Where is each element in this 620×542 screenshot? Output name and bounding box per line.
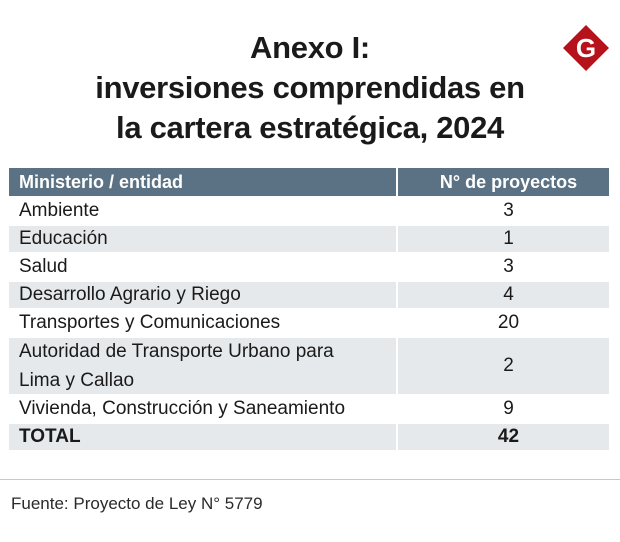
header-count: N° de proyectos xyxy=(439,171,578,192)
cell-count: 2 xyxy=(503,355,514,376)
title-line-1: Anexo I: xyxy=(250,30,370,65)
table-row: Educación 1 xyxy=(9,226,609,254)
total-count: 42 xyxy=(497,426,520,447)
cell-entity-line-1: Autoridad de Transporte Urbano para xyxy=(19,341,334,362)
g-logo-icon: G xyxy=(563,25,609,71)
cell-count: 20 xyxy=(497,312,520,333)
cell-entity: Salud xyxy=(9,254,398,280)
table-row: Transportes y Comunicaciones 20 xyxy=(9,310,609,338)
total-label: TOTAL xyxy=(9,424,398,450)
cell-entity: Autoridad de Transporte Urbano para Lima… xyxy=(9,338,398,394)
cell-entity: Educación xyxy=(9,226,398,252)
title-line-2: inversiones comprendidas en xyxy=(95,70,525,105)
footer-divider xyxy=(0,479,620,480)
page-title: Anexo I: inversiones comprendidas en la … xyxy=(0,28,620,148)
header-entity: Ministerio / entidad xyxy=(9,168,398,196)
cell-count: 3 xyxy=(503,256,514,277)
cell-count: 4 xyxy=(503,284,514,305)
cell-count: 9 xyxy=(503,398,514,419)
cell-count: 1 xyxy=(503,228,514,249)
logo-letter: G xyxy=(576,33,596,63)
table-row: Vivienda, Construcción y Saneamiento 9 xyxy=(9,396,609,424)
table-row: Desarrollo Agrario y Riego 4 xyxy=(9,282,609,310)
total-row: TOTAL 42 xyxy=(9,424,609,452)
cell-entity: Ambiente xyxy=(9,198,398,224)
table-row: Ambiente 3 xyxy=(9,198,609,226)
title-line-3: la cartera estratégica, 2024 xyxy=(116,110,504,145)
cell-entity: Desarrollo Agrario y Riego xyxy=(9,282,398,308)
cell-count: 3 xyxy=(503,200,514,221)
cell-entity: Transportes y Comunicaciones xyxy=(9,310,398,336)
projects-table: Ministerio / entidad N° de proyectos Amb… xyxy=(9,168,609,452)
cell-entity: Vivienda, Construcción y Saneamiento xyxy=(9,396,398,422)
table-row: Autoridad de Transporte Urbano para Lima… xyxy=(9,338,609,396)
cell-entity-line-2: Lima y Callao xyxy=(19,370,135,391)
table-row: Salud 3 xyxy=(9,254,609,282)
source-note: Fuente: Proyecto de Ley N° 5779 xyxy=(11,494,263,513)
table-header: Ministerio / entidad N° de proyectos xyxy=(9,168,609,198)
